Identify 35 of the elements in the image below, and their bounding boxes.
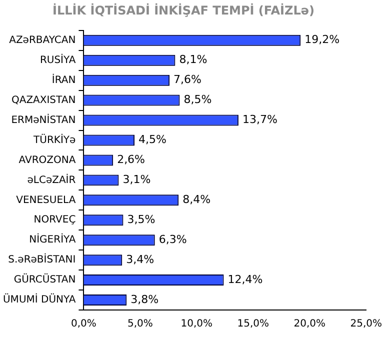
y-tick-label: əLCəZAİR (27, 172, 76, 186)
y-tick-label: RUSİYA (40, 52, 76, 66)
x-tick-label: 25,0% (350, 318, 382, 330)
y-tick-label: NİGERİYA (29, 232, 76, 246)
data-label: 19,2% (304, 33, 340, 46)
y-tick-label: QAZAXISTAN (11, 94, 76, 106)
y-tick-label: NORVEÇ (34, 214, 76, 226)
data-label: 2,6% (117, 153, 146, 166)
data-label: 8,5% (184, 93, 212, 106)
data-label: 6,3% (158, 232, 187, 246)
y-tick-label: VENESUELA (16, 194, 76, 206)
x-tick-label: 10,0% (180, 318, 213, 330)
data-label: 3,5% (127, 212, 156, 226)
data-label: 8,4% (182, 193, 211, 206)
x-tick-label: 20,0% (294, 318, 326, 330)
y-tick-label: AVROZONA (18, 154, 76, 166)
y-tick-label: ERMəNİSTAN (11, 112, 76, 126)
data-label: 7,6% (174, 73, 202, 86)
y-tick-label: GÜRCÜSTAN (14, 272, 76, 286)
data-label: 3,4% (126, 252, 154, 266)
data-label: 4,5% (138, 133, 166, 146)
data-label: 3,8% (130, 292, 159, 306)
x-tick-label: 5,0% (127, 318, 153, 330)
data-label: 13,7% (242, 113, 278, 126)
y-tick-label: AZəRBAYCAN (9, 34, 76, 46)
x-tick-label: 15,0% (237, 318, 270, 330)
y-tick-label: İRAN (52, 72, 76, 86)
chart-title: İLLİK İQTİSADİ İNKİŞAF TEMPİ (FAİZLə) (52, 2, 314, 18)
y-tick-label: S.əRəBİSTANI (8, 252, 76, 266)
data-label: 8,1% (179, 53, 208, 66)
y-tick-label: TÜRKİYə (32, 132, 76, 146)
x-tick-label: 0,0% (70, 318, 96, 330)
data-label: 12,4% (228, 272, 263, 286)
data-label: 3,1% (122, 173, 151, 186)
y-tick-label: ÜMUMİ DÜNYA (2, 292, 76, 306)
